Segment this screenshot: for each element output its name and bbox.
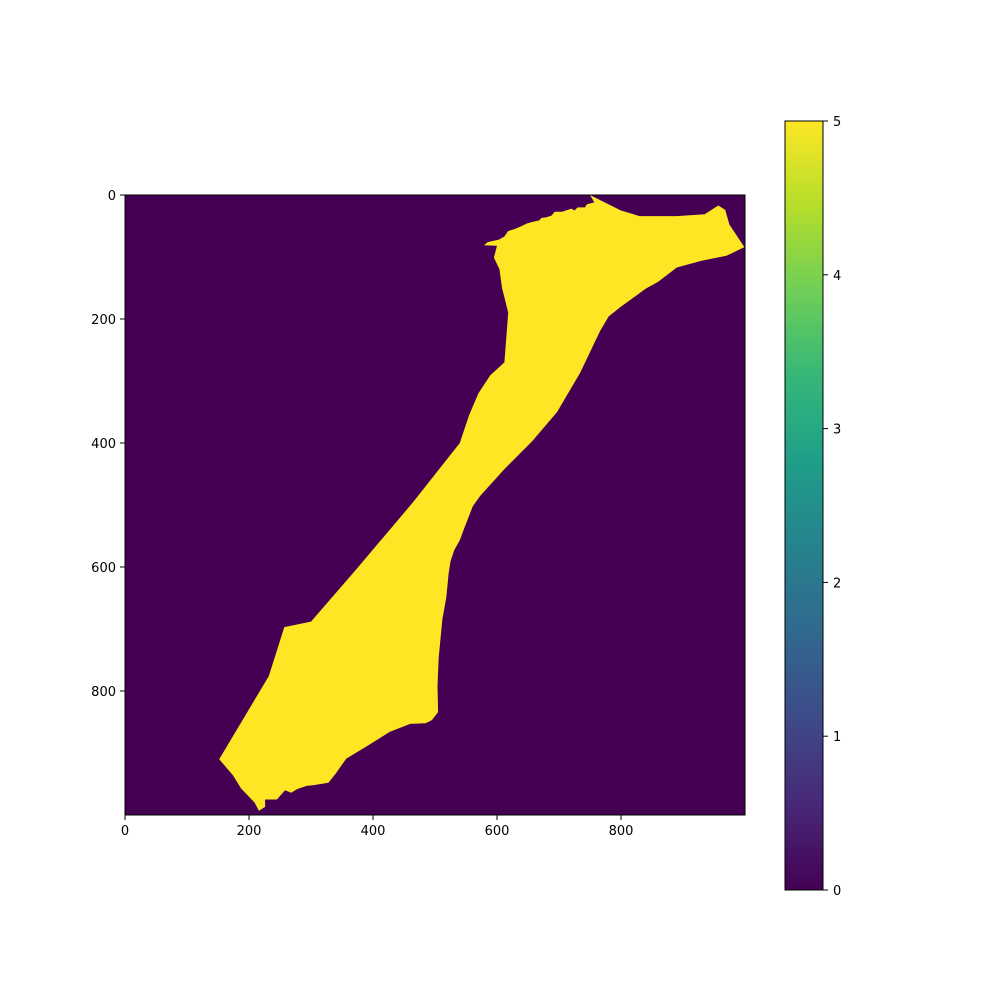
plot-frame (124, 194, 746, 816)
colorbar: 0 1 2 3 4 5 (784, 115, 841, 899)
x-tick-label: 800 (609, 824, 634, 839)
x-tick-label: 200 (237, 824, 262, 839)
colorbar-tick-label: 5 (833, 115, 841, 130)
y-tick-label: 200 (91, 313, 116, 328)
colorbar-gradient (785, 121, 823, 890)
plot-area (124, 194, 746, 816)
heatmap-region (219, 195, 745, 811)
y-tick-label: 0 (108, 189, 116, 204)
colorbar-tick-label: 0 (833, 884, 841, 899)
colorbar-tick-label: 3 (833, 423, 841, 438)
colorbar-frame (784, 120, 824, 891)
x-tick-label: 600 (485, 824, 510, 839)
colorbar-tick-label: 1 (833, 730, 841, 745)
colorbar-tick-label: 4 (833, 269, 841, 284)
y-axis: 0 200 400 600 800 (91, 189, 125, 700)
x-axis: 0 200 400 600 800 (121, 815, 634, 839)
x-tick-label: 400 (361, 824, 386, 839)
y-tick-label: 600 (91, 561, 116, 576)
colorbar-tick-label: 2 (833, 576, 841, 591)
y-tick-label: 400 (91, 437, 116, 452)
x-tick-label: 0 (121, 824, 129, 839)
colorbar-ticks: 0 1 2 3 4 5 (823, 115, 841, 899)
y-tick-label: 800 (91, 685, 116, 700)
